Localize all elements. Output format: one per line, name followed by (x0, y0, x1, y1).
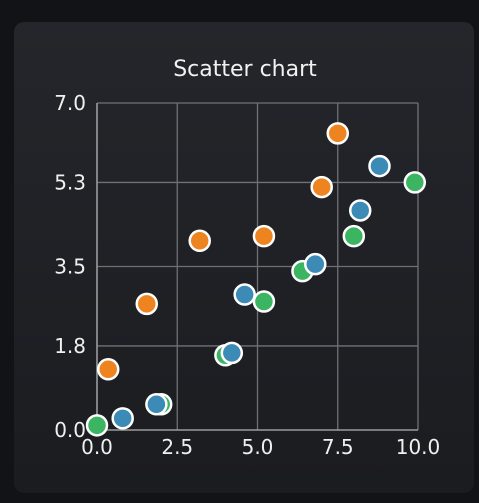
data-point (85, 414, 109, 437)
y-tick-label: 7.0 (54, 91, 86, 115)
data-point (326, 122, 349, 145)
data-point (188, 229, 211, 253)
chart-card (14, 22, 474, 493)
data-point (304, 252, 327, 276)
x-tick-label: 10.0 (396, 435, 441, 459)
y-tick-label: 3.5 (54, 255, 86, 279)
data-point (220, 341, 244, 365)
y-tick-label: 0.0 (54, 418, 86, 442)
data-point (96, 358, 120, 381)
axes (96, 103, 418, 431)
data-point (145, 393, 168, 416)
data-point (135, 292, 159, 316)
data-point (233, 283, 256, 306)
data-point (310, 175, 333, 199)
x-tick-label: 5.0 (242, 435, 274, 459)
data-point (111, 407, 134, 430)
x-tick-label: 0.0 (81, 435, 113, 459)
data-point (252, 224, 276, 248)
grid (97, 102, 419, 430)
y-tick-label: 5.3 (54, 170, 86, 194)
data-points (85, 122, 427, 437)
data-point (342, 224, 366, 248)
data-point (403, 171, 427, 194)
data-point (252, 290, 276, 313)
data-point (368, 154, 391, 178)
tick-labels: 0.0 2.5 5.0 7.5 10.0 0.0 1.8 3.5 5.3 7.0 (54, 91, 440, 459)
chart-title: Scatter chart (173, 57, 317, 82)
y-tick-label: 1.8 (54, 334, 86, 358)
data-point (348, 199, 372, 222)
x-tick-label: 2.5 (161, 435, 193, 459)
x-tick-label: 7.5 (322, 435, 354, 459)
